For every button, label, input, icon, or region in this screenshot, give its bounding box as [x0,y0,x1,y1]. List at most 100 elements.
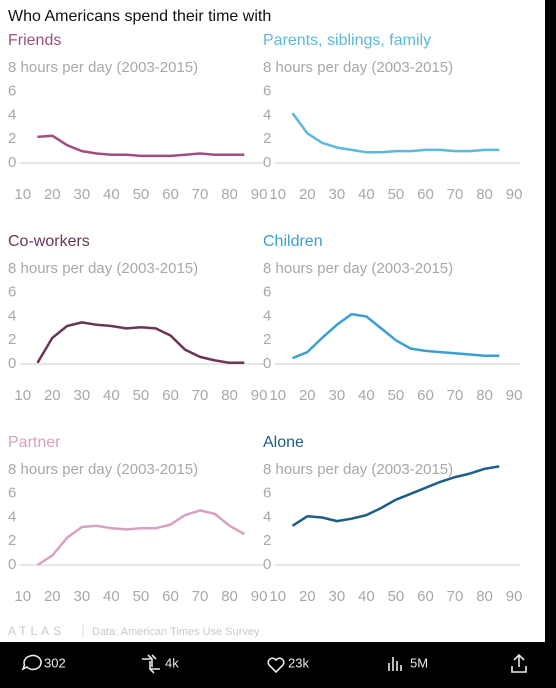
x-tick-label: 50 [133,387,150,404]
x-tick-label: 10 [14,186,31,203]
line [37,134,245,158]
x-tick-label: 60 [417,588,434,605]
reply-count: 302 [44,655,66,670]
x-tick-label: 50 [388,588,405,605]
x-tick-label: 50 [133,186,150,203]
line [292,312,500,360]
x-tick-label: 60 [417,186,434,203]
panel: Co-workers 0 2 4 6 8 hours per day (2003-2015… [8,233,267,404]
x-tick-label: 40 [103,186,120,203]
x-tick-label: 10 [269,588,286,605]
x-tick-label: 90 [506,588,523,605]
panel-title: Co-workers [8,233,90,250]
x-tick-label: 70 [447,186,464,203]
y-tick-label: 6 [8,284,16,301]
y-tick-label: 6 [263,485,271,502]
x-tick-label: 60 [417,387,434,404]
x-tick-label: 20 [299,387,316,404]
y-tick-label: 0 [263,556,271,573]
x-tick-label: 40 [358,186,375,203]
panels: Friends 0 2 4 6 8 hours per day (2003-2015) 10… [8,32,522,605]
y-tick-label: 4 [263,106,271,123]
y-tick-label: 2 [263,532,271,549]
y-tick-label: 6 [263,284,271,301]
x-tick-label: 50 [388,186,405,203]
x-tick-label: 90 [506,186,523,203]
x-tick-label: 10 [269,186,286,203]
y-tick-label: 6 [8,83,16,100]
panel: Friends 0 2 4 6 8 hours per day (2003-2015) 10… [8,32,267,203]
line [291,465,500,527]
view-count: 5M [410,655,428,670]
repost-icon[interactable] [142,654,160,674]
share-icon[interactable] [511,653,527,673]
like-icon[interactable] [267,657,285,674]
x-tick-label: 60 [162,186,179,203]
x-tick-label: 90 [251,387,268,404]
x-tick-label: 90 [251,186,268,203]
x-tick-label: 40 [103,387,120,404]
reply-icon[interactable] [21,654,42,671]
y-tick-label: 8 hours per day (2003-2015) [8,59,198,76]
x-tick-label: 80 [221,387,238,404]
y-tick-label: 0 [8,355,16,372]
y-tick-label: 8 hours per day (2003-2015) [263,260,453,277]
x-tick-label: 70 [192,387,209,404]
y-tick-label: 0 [263,154,271,171]
y-tick-label: 0 [8,556,16,573]
x-tick-label: 70 [192,588,209,605]
views-icon[interactable] [388,657,402,671]
y-tick-label: 8 hours per day (2003-2015) [8,260,198,277]
y-tick-label: 8 hours per day (2003-2015) [263,59,453,76]
x-tick-label: 80 [476,186,493,203]
x-tick-label: 80 [476,588,493,605]
line [36,509,245,567]
panel-title: Children [263,233,323,250]
x-tick-label: 30 [329,186,346,203]
x-tick-label: 30 [74,588,91,605]
y-tick-label: 6 [8,485,16,502]
y-tick-label: 2 [8,532,16,549]
x-tick-label: 10 [14,387,31,404]
x-tick-label: 80 [476,387,493,404]
x-tick-label: 50 [133,588,150,605]
panel: Children 0 2 4 6 8 hours per day (2003-2015) 1… [263,233,522,404]
like-count: 23k [288,655,309,670]
x-tick-label: 80 [221,588,238,605]
y-tick-label: 2 [8,331,16,348]
y-tick-label: 0 [263,355,271,372]
x-tick-label: 30 [329,588,346,605]
panel-title: Parents, siblings, family [263,32,431,49]
x-tick-label: 60 [162,588,179,605]
repost-count: 4k [165,655,179,670]
x-tick-label: 80 [221,186,238,203]
x-tick-label: 20 [299,588,316,605]
y-tick-label: 4 [8,106,16,123]
y-tick-label: 4 [8,508,16,525]
page-title: Who Americans spend their time with [8,8,271,25]
panel: Partner 0 2 4 6 8 hours per day (2003-2015) 10… [8,434,267,605]
x-tick-label: 90 [251,588,268,605]
source: Data: American Times Use Survey [92,626,260,638]
x-tick-label: 70 [447,588,464,605]
panel: Parents, siblings, family 0 2 4 6 8 hours per… [263,32,522,203]
panel: Alone 0 2 4 6 8 hours per day (2003-2015) 10 20… [263,434,522,605]
x-tick-label: 70 [192,186,209,203]
y-tick-label: 2 [8,130,16,147]
x-tick-label: 20 [44,588,61,605]
x-tick-label: 20 [299,186,316,203]
x-tick-label: 30 [74,387,91,404]
x-tick-label: 20 [44,387,61,404]
x-tick-label: 30 [74,186,91,203]
x-tick-label: 40 [103,588,120,605]
x-tick-label: 90 [506,387,523,404]
panel-title: Friends [8,32,61,49]
y-tick-label: 4 [8,307,16,324]
brand: ATLAS [8,624,65,638]
x-tick-label: 60 [162,387,179,404]
card [0,0,545,642]
tweet-actions [21,653,527,674]
x-tick-label: 10 [14,588,31,605]
